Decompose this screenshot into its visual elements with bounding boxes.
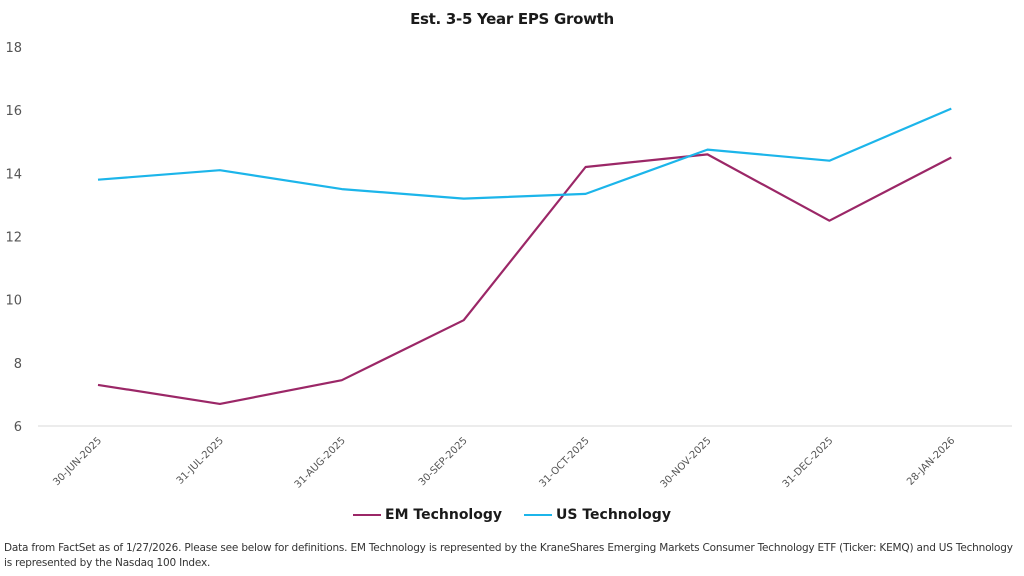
y-tick-label: 18 [5, 41, 22, 56]
legend-label-us: US Technology [556, 507, 671, 523]
chart-title: Est. 3-5 Year EPS Growth [410, 10, 614, 28]
y-axis-ticks: 6 8 10 12 14 16 18 [5, 41, 22, 435]
x-tick-label: 30-SEP-2025 [417, 435, 470, 488]
y-tick-label: 12 [5, 231, 22, 246]
series-line-us-technology [97, 107, 952, 200]
x-tick-label: 31-DEC-2025 [781, 435, 836, 490]
legend-swatch-us [524, 514, 553, 516]
x-tick-label: 31-OCT-2025 [537, 435, 591, 489]
y-tick-label: 10 [5, 294, 22, 309]
y-tick-label: 6 [14, 420, 22, 435]
series-line-em-technology [97, 153, 952, 405]
y-tick-label: 8 [14, 357, 22, 372]
legend-item-em-technology[interactable]: EM Technology [353, 507, 502, 523]
x-tick-label: 28-JAN-2026 [905, 435, 957, 487]
x-tick-label: 31-JUL-2025 [175, 435, 226, 486]
legend-item-us-technology[interactable]: US Technology [524, 507, 671, 523]
x-tick-label: 30-JUN-2025 [51, 435, 104, 488]
footnote: Data from FactSet as of 1/27/2026. Pleas… [4, 542, 1013, 569]
legend-swatch-em [353, 514, 382, 516]
x-tick-label: 30-NOV-2025 [659, 435, 714, 490]
series-lines [97, 107, 952, 405]
legend-label-em: EM Technology [385, 507, 503, 523]
y-tick-label: 16 [5, 104, 22, 119]
legend: EM Technology US Technology [0, 507, 1024, 523]
y-tick-label: 14 [5, 167, 22, 182]
x-tick-label: 31-AUG-2025 [293, 435, 348, 490]
x-axis-ticks: 30-JUN-2025 31-JUL-2025 31-AUG-2025 30-SEP-… [51, 435, 957, 490]
